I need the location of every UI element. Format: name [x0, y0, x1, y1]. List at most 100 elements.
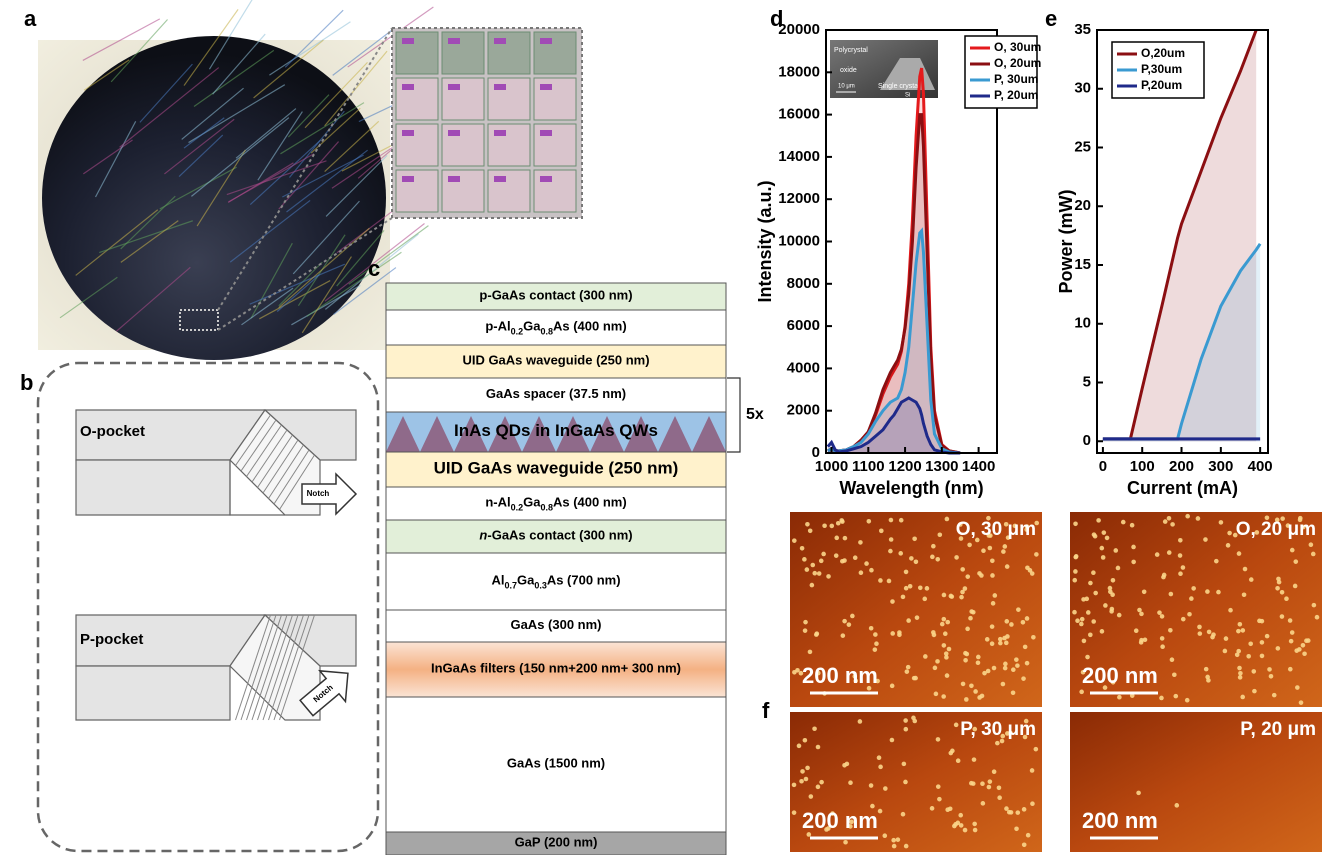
afm-dot [949, 594, 954, 599]
figure: O-pocket P-pocket Notch Notch p-GaAs con… [0, 0, 1323, 855]
afm-dot [841, 633, 846, 638]
afm-dot [936, 737, 941, 742]
afm-dot [1185, 698, 1190, 703]
layer-label: InAs QDs in InGaAs QWs [454, 421, 658, 440]
afm-dot [1108, 589, 1113, 594]
afm-dot [1157, 610, 1162, 615]
afm-dot [1009, 810, 1014, 815]
y-tick-label: 6000 [787, 317, 820, 334]
afm-dot [1102, 530, 1107, 535]
afm-dot [963, 586, 968, 591]
layer-label: InGaAs filters (150 nm+200 nm+ 300 nm) [431, 661, 681, 676]
afm-dot [878, 809, 883, 814]
layer-stack: p-GaAs contact (300 nm)p-Al0.2Ga0.8As (4… [386, 283, 726, 855]
chip-pad [448, 130, 460, 136]
afm-dot [867, 519, 872, 524]
afm-dot [1277, 580, 1282, 585]
afm-dot [843, 536, 848, 541]
afm-dot [1001, 682, 1006, 687]
chip-pad [448, 84, 460, 90]
y-tick-label: 10000 [778, 232, 820, 249]
afm-dot [808, 650, 813, 655]
afm-dot [812, 726, 817, 731]
y-tick-label: 2000 [787, 402, 820, 419]
afm-dot [1272, 693, 1277, 698]
afm-dot [985, 637, 990, 642]
afm-dot [810, 583, 815, 588]
afm-dot [1003, 662, 1008, 667]
afm-dot [873, 647, 878, 652]
afm-dot [890, 599, 895, 604]
afm-dot [1236, 629, 1241, 634]
afm-dot [821, 552, 826, 557]
afm-dot [1004, 806, 1009, 811]
afm-dot [1023, 645, 1028, 650]
afm-dot [1181, 617, 1186, 622]
chip-pad [494, 176, 506, 182]
afm-dot [1159, 696, 1164, 701]
afm-dot [1205, 675, 1210, 680]
afm-dot [904, 844, 909, 849]
afm-dot [1167, 550, 1172, 555]
afm-dot [845, 762, 850, 767]
afm-dot [1105, 536, 1110, 541]
afm-dot [902, 762, 907, 767]
afm-dot [1276, 646, 1281, 651]
afm-dot [988, 779, 993, 784]
afm-dot [805, 567, 810, 572]
y-axis-title: Intensity (a.u.) [755, 180, 775, 302]
label-part: GaAs (1500 nm) [507, 756, 605, 771]
afm-dot [1030, 768, 1035, 773]
chip-pad [448, 38, 460, 44]
afm-dot [930, 806, 935, 811]
afm-dot [805, 522, 810, 527]
afm-dot [882, 833, 887, 838]
afm-dot [1004, 619, 1009, 624]
afm-dot [1295, 685, 1300, 690]
afm-dot [809, 794, 814, 799]
afm-dot [1134, 628, 1139, 633]
layer-label: UID GaAs waveguide (250 nm) [434, 459, 679, 478]
afm-dot [1091, 570, 1096, 575]
afm-dot [869, 783, 874, 788]
afm-dot [931, 630, 936, 635]
afm-dot [1030, 801, 1035, 806]
afm-dot [965, 574, 970, 579]
x-tick-label: 1200 [888, 458, 921, 475]
afm-dot [915, 615, 920, 620]
panel-label: c [368, 256, 380, 281]
afm-dot [930, 555, 935, 560]
afm-label: P, 30 μm [960, 719, 1036, 740]
afm-dot [1155, 552, 1160, 557]
afm-dot [822, 523, 827, 528]
afm-dot [1021, 620, 1026, 625]
layer-label: GaAs (1500 nm) [507, 756, 605, 771]
afm-dot [802, 557, 807, 562]
afm-dot [981, 548, 986, 553]
afm-dot [869, 568, 874, 573]
legend-label: P, 30um [994, 72, 1038, 86]
afm-dot [850, 614, 855, 619]
afm-dot [800, 769, 805, 774]
afm-dot [977, 695, 982, 700]
x-axis-title: Wavelength (nm) [839, 478, 983, 498]
afm-dot [1009, 622, 1014, 627]
x-tick-label: 1300 [925, 458, 958, 475]
y-axis-title: Power (mW) [1056, 189, 1076, 293]
label-part: Ga [523, 495, 541, 510]
afm-dot [987, 785, 992, 790]
afm-dot [797, 744, 802, 749]
inset-label: Single crystal [878, 83, 920, 90]
afm-dot [1237, 666, 1242, 671]
y-tick-label: 25 [1074, 138, 1091, 155]
afm-dot [992, 666, 997, 671]
afm-dot [1016, 607, 1021, 612]
chip-pad [494, 130, 506, 136]
afm-dot [977, 571, 982, 576]
label-part: 0.2 [511, 503, 524, 513]
afm-dot [993, 593, 998, 598]
chip-pad [494, 84, 506, 90]
afm-dot [1021, 676, 1026, 681]
afm-dot [1207, 630, 1212, 635]
afm-dot [942, 617, 947, 622]
